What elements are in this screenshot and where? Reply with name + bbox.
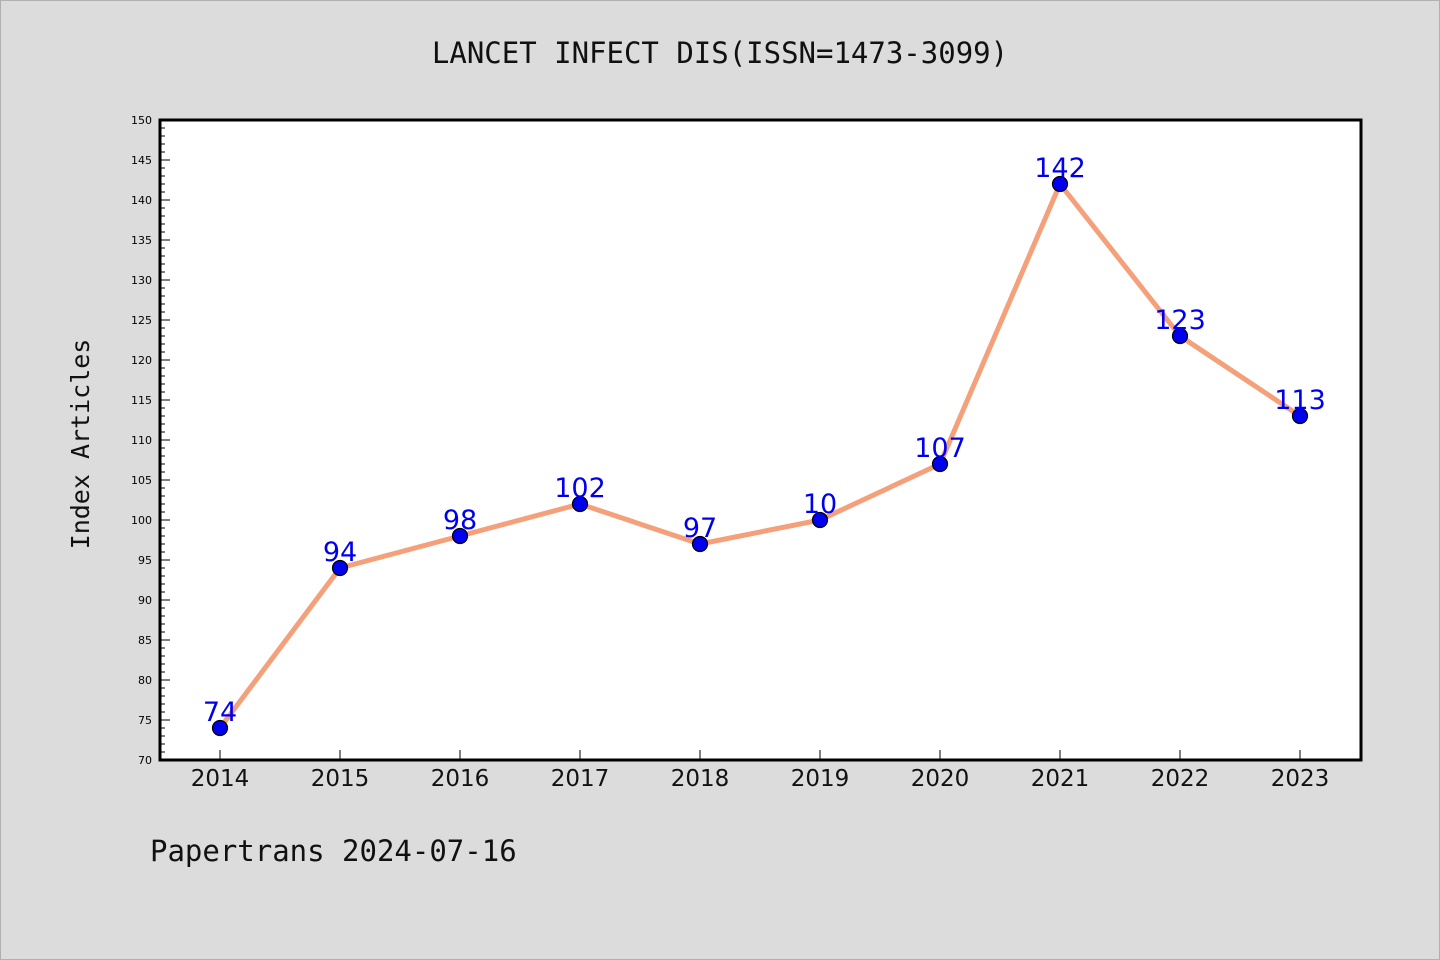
y-tick-label: 140: [131, 194, 152, 207]
data-point: [931, 455, 949, 473]
x-tick-label: 2019: [791, 766, 850, 792]
plot-area: [158, 118, 1363, 762]
data-label: 10: [803, 489, 837, 520]
data-point: [811, 511, 829, 529]
y-tick-label: 120: [131, 354, 152, 367]
y-tick-label: 115: [131, 394, 152, 407]
data-label: 102: [554, 473, 606, 504]
x-tick-label: 2018: [671, 766, 730, 792]
series-line: [217, 181, 1303, 731]
data-label: 98: [443, 505, 477, 536]
x-tick-label: 2021: [1031, 766, 1090, 792]
data-point: [331, 559, 349, 577]
footer-credit: Papertrans 2024-07-16: [150, 834, 517, 868]
data-label: 94: [323, 537, 357, 568]
y-tick-label: 90: [138, 594, 152, 607]
y-tick-label: 125: [131, 314, 152, 327]
y-tick-label: 145: [131, 154, 152, 167]
data-label: 142: [1034, 153, 1086, 184]
y-tick-label: 75: [138, 714, 152, 727]
y-tick-label: 135: [131, 234, 152, 247]
x-tick-label: 2015: [311, 766, 370, 792]
data-label: 74: [203, 697, 237, 728]
data-label: 113: [1274, 385, 1326, 416]
y-tick-label: 100: [131, 514, 152, 527]
y-tick-label: 110: [131, 434, 152, 447]
y-tick-label: 150: [131, 114, 152, 127]
data-label: 123: [1154, 305, 1206, 336]
x-tick-label: 2020: [911, 766, 970, 792]
x-tick-label: 2014: [191, 766, 250, 792]
chart-title: LANCET INFECT DIS(ISSN=1473-3099): [431, 36, 1009, 70]
data-point: [571, 495, 589, 513]
x-tick-label: 2016: [431, 766, 490, 792]
data-point: [451, 527, 469, 545]
y-tick-label: 70: [138, 754, 152, 767]
data-point: [1291, 407, 1309, 425]
data-label: 107: [914, 433, 966, 464]
y-tick-label: 130: [131, 274, 152, 287]
data-point: [211, 719, 229, 737]
y-tick-label: 95: [138, 554, 152, 567]
y-tick-label: 105: [131, 474, 152, 487]
y-tick-label: 80: [138, 674, 152, 687]
data-label: 97: [683, 513, 717, 544]
x-tick-label: 2022: [1151, 766, 1210, 792]
data-point: [1051, 175, 1069, 193]
y-axis-label: Index Articles: [66, 339, 95, 550]
y-tick-label: 85: [138, 634, 152, 647]
x-tick-label: 2017: [551, 766, 610, 792]
x-tick-label: 2023: [1271, 766, 1330, 792]
data-point: [691, 535, 709, 553]
data-point: [1171, 327, 1189, 345]
